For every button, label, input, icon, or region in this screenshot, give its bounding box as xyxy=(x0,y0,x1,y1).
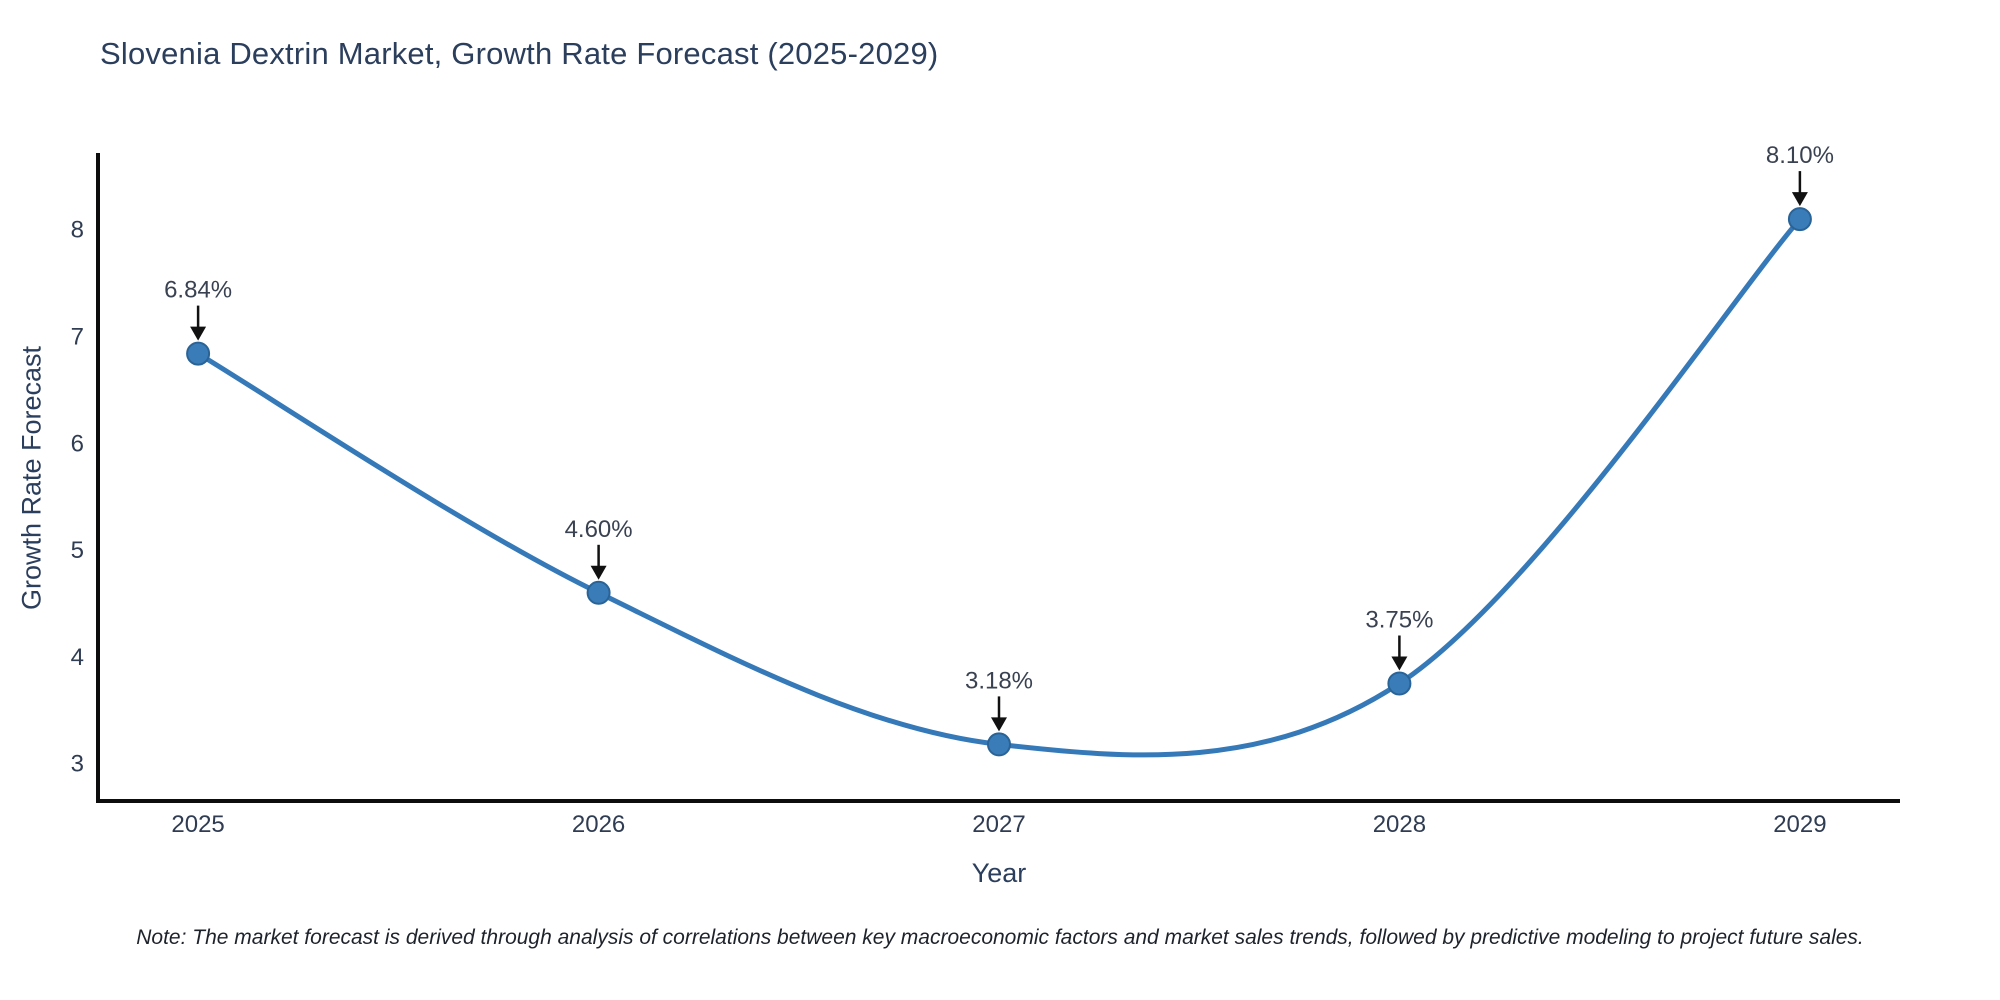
annotation-arrow-head xyxy=(1391,656,1408,671)
chart-title: Slovenia Dextrin Market, Growth Rate For… xyxy=(100,36,939,71)
annotation-arrow-head xyxy=(991,717,1007,732)
data-point-marker xyxy=(1787,207,1812,232)
data-point-marker xyxy=(186,341,211,366)
point-value-label: 4.60% xyxy=(565,516,633,543)
x-axis-title: Year xyxy=(971,858,1027,888)
annotation-arrow-head xyxy=(590,565,607,580)
y-tick-label: 7 xyxy=(71,324,84,351)
y-tick-label: 3 xyxy=(71,751,84,778)
point-value-label: 6.84% xyxy=(164,277,232,304)
x-tick-label: 2028 xyxy=(1373,811,1426,838)
y-tick-label: 5 xyxy=(71,537,84,564)
data-point-marker xyxy=(1387,671,1412,696)
x-tick-label: 2026 xyxy=(572,811,625,838)
point-value-label: 3.18% xyxy=(965,667,1033,694)
y-axis-title: Growth Rate Forecast xyxy=(16,345,47,611)
x-tick-label: 2027 xyxy=(972,811,1025,838)
x-tick-label: 2029 xyxy=(1773,811,1826,838)
point-value-label: 8.10% xyxy=(1766,142,1834,169)
data-point-marker xyxy=(987,732,1011,757)
annotation-arrow-head xyxy=(1791,192,1808,207)
data-point-marker xyxy=(586,580,611,605)
point-value-label: 3.75% xyxy=(1365,607,1433,634)
y-tick-label: 4 xyxy=(71,644,84,671)
y-tick-label: 6 xyxy=(71,430,84,457)
y-tick-label: 8 xyxy=(71,217,84,244)
x-tick-label: 2025 xyxy=(171,811,224,838)
footnote: Note: The market forecast is derived thr… xyxy=(136,926,1864,949)
annotation-arrow-head xyxy=(190,326,207,341)
